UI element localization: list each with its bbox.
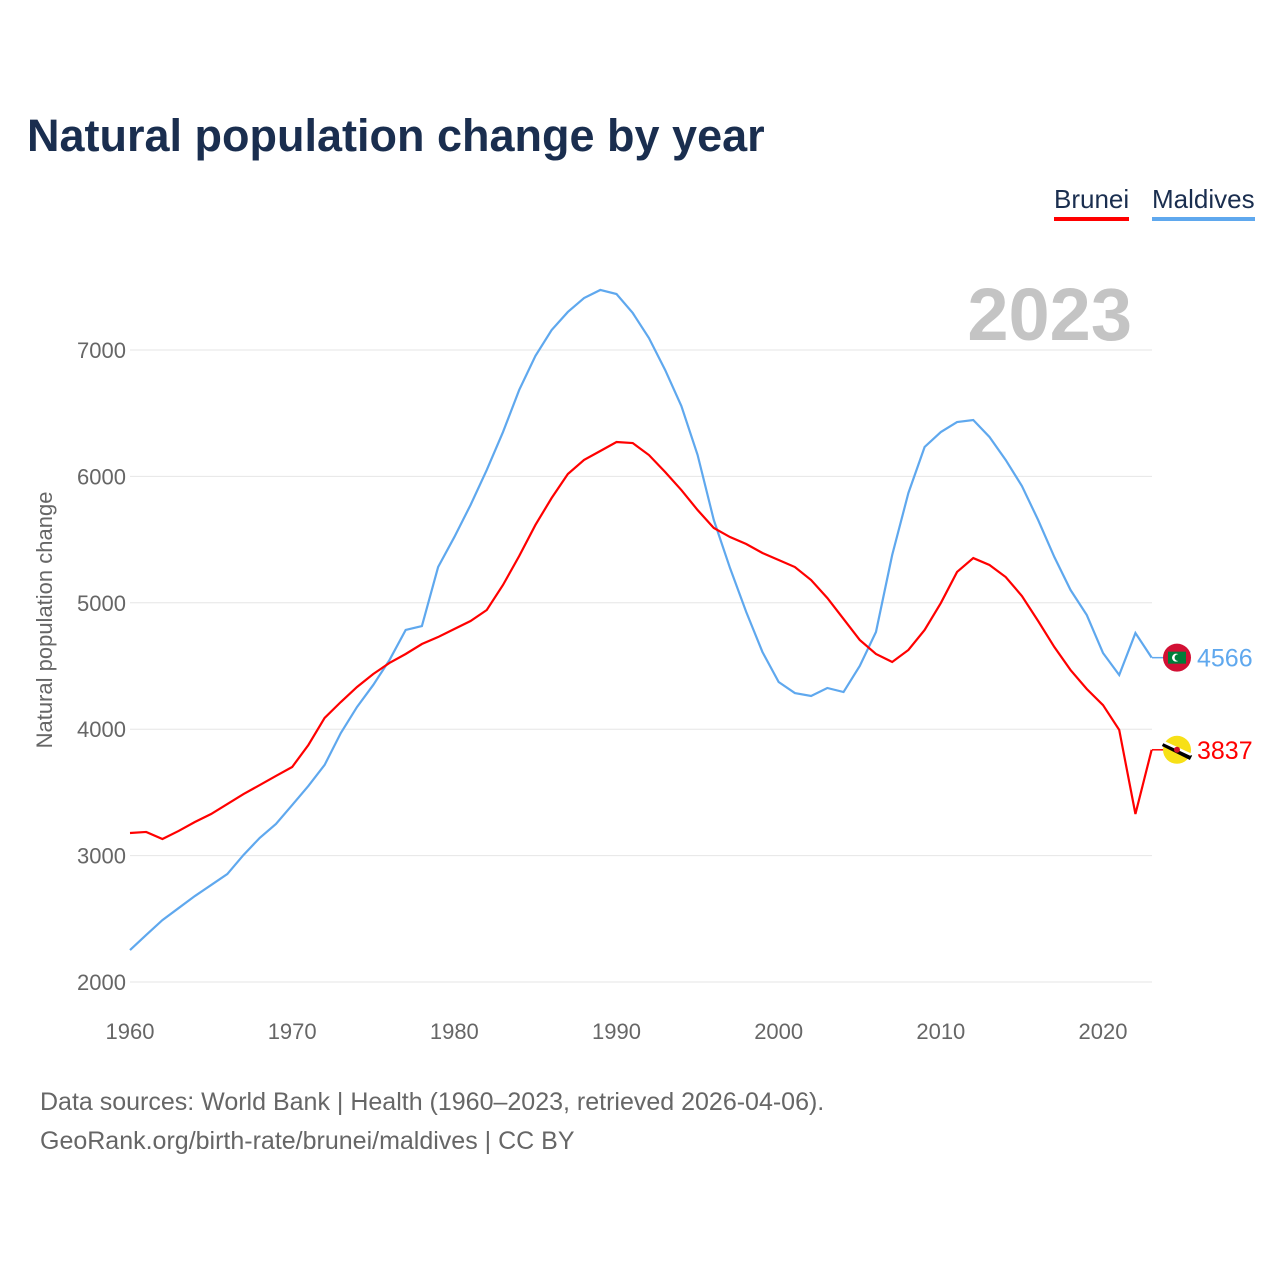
flag-maldives-icon [1163,643,1191,672]
source-line-1: Data sources: World Bank | Health (1960–… [40,1088,825,1116]
y-tick-label: 7000 [77,338,126,363]
y-tick-label: 2000 [77,970,126,995]
x-tick-label: 2020 [1079,1019,1128,1044]
end-value-maldives: 4566 [1197,645,1253,673]
flag-brunei-icon [1161,735,1193,764]
x-tick-label: 2000 [754,1019,803,1044]
legend-brunei[interactable]: Brunei [1054,184,1130,221]
x-tick-label: 2010 [916,1019,965,1044]
y-axis-label: Natural population change [32,492,57,749]
series-line-brunei[interactable] [129,440,1153,841]
y-tick-label: 6000 [77,464,126,489]
end-value-brunei: 3837 [1197,737,1253,765]
x-tick-label: 1970 [268,1019,317,1044]
y-tick-label: 3000 [77,844,126,869]
x-tick-label: 1990 [592,1019,641,1044]
chart-title: Natural population change by year [27,110,765,161]
legend-maldives[interactable]: Maldives [1152,184,1255,221]
x-tick-label: 1960 [106,1019,155,1044]
series-line-maldives[interactable] [129,288,1153,951]
x-tick-label: 1980 [430,1019,479,1044]
year-label: 2023 [967,273,1132,356]
source-line-2[interactable]: GeoRank.org/birth-rate/brunei/maldives |… [40,1127,575,1155]
y-tick-label: 5000 [77,591,126,616]
y-tick-label: 4000 [77,717,126,742]
